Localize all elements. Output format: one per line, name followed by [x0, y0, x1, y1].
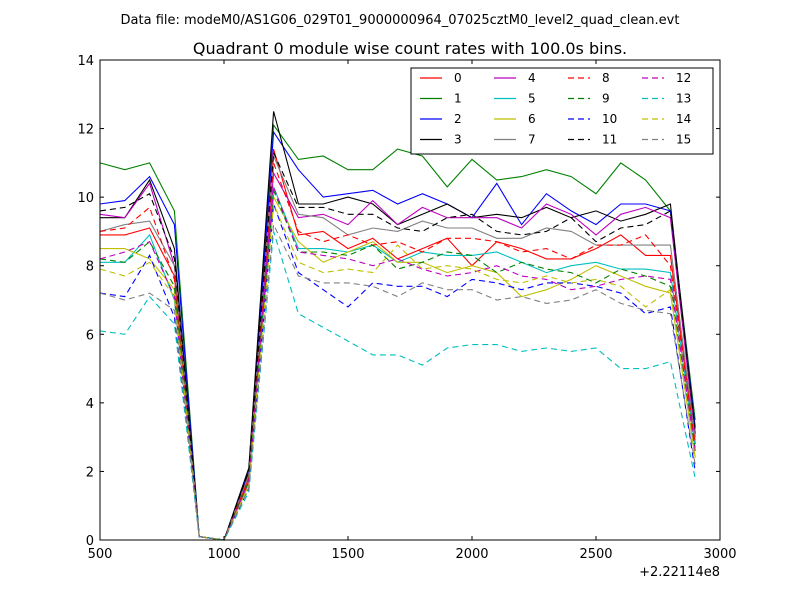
legend-label-8: 8 [602, 71, 610, 85]
series-line-13 [99, 231, 696, 541]
legend-label-6: 6 [528, 112, 536, 126]
y-tick-label: 0 [86, 534, 94, 549]
legend-label-1: 1 [454, 92, 462, 106]
legend-label-9: 9 [602, 92, 610, 106]
data-file-suptitle: Data file: modeM0/AS1G06_029T01_90000009… [121, 13, 680, 28]
series-line-0 [100, 148, 696, 541]
series-line-7 [99, 155, 696, 541]
legend-label-2: 2 [454, 112, 462, 126]
y-tick-label: 4 [86, 397, 94, 412]
plot-lines [99, 111, 696, 541]
legend-label-11: 11 [602, 133, 617, 147]
legend-label-12: 12 [676, 71, 691, 85]
y-tick-label: 8 [86, 260, 94, 275]
x-tick-label: 1000 [207, 547, 240, 562]
x-tick-label: 2500 [579, 547, 612, 562]
series-line-15 [99, 222, 696, 541]
series-line-12 [99, 186, 696, 541]
legend-label-3: 3 [454, 133, 462, 147]
legend-label-13: 13 [676, 92, 691, 106]
series-line-14 [99, 203, 696, 541]
y-tick-label: 10 [77, 191, 94, 206]
series-line-2 [99, 130, 696, 541]
y-tick-label: 2 [86, 465, 94, 480]
y-tick-label: 12 [77, 123, 94, 138]
x-tick-label: 2000 [455, 547, 488, 562]
legend-label-4: 4 [528, 71, 536, 85]
series-line-10 [99, 203, 696, 541]
series-line-1 [99, 123, 696, 541]
x-offset-label: +2.22114e8 [639, 565, 720, 580]
legend-label-7: 7 [528, 133, 536, 147]
x-tick-label: 1500 [331, 547, 364, 562]
legend-label-5: 5 [528, 92, 536, 106]
y-tick-label: 14 [77, 54, 94, 69]
x-tick-label: 3000 [703, 547, 736, 562]
series-line-11 [99, 152, 696, 541]
legend-label-14: 14 [676, 112, 691, 126]
legend-label-15: 15 [676, 133, 691, 147]
series-line-5 [100, 186, 696, 541]
legend-label-10: 10 [602, 112, 617, 126]
legend-label-0: 0 [454, 71, 462, 85]
series-line-8 [99, 162, 696, 541]
plot-area-frame [99, 59, 721, 541]
x-tick-label: 500 [88, 547, 113, 562]
series-line-3 [100, 111, 696, 541]
series-line-9 [99, 190, 696, 541]
y-tick-label: 6 [86, 328, 94, 343]
series-line-6 [100, 195, 696, 541]
chart-title: Quadrant 0 module wise count rates with … [193, 39, 627, 58]
